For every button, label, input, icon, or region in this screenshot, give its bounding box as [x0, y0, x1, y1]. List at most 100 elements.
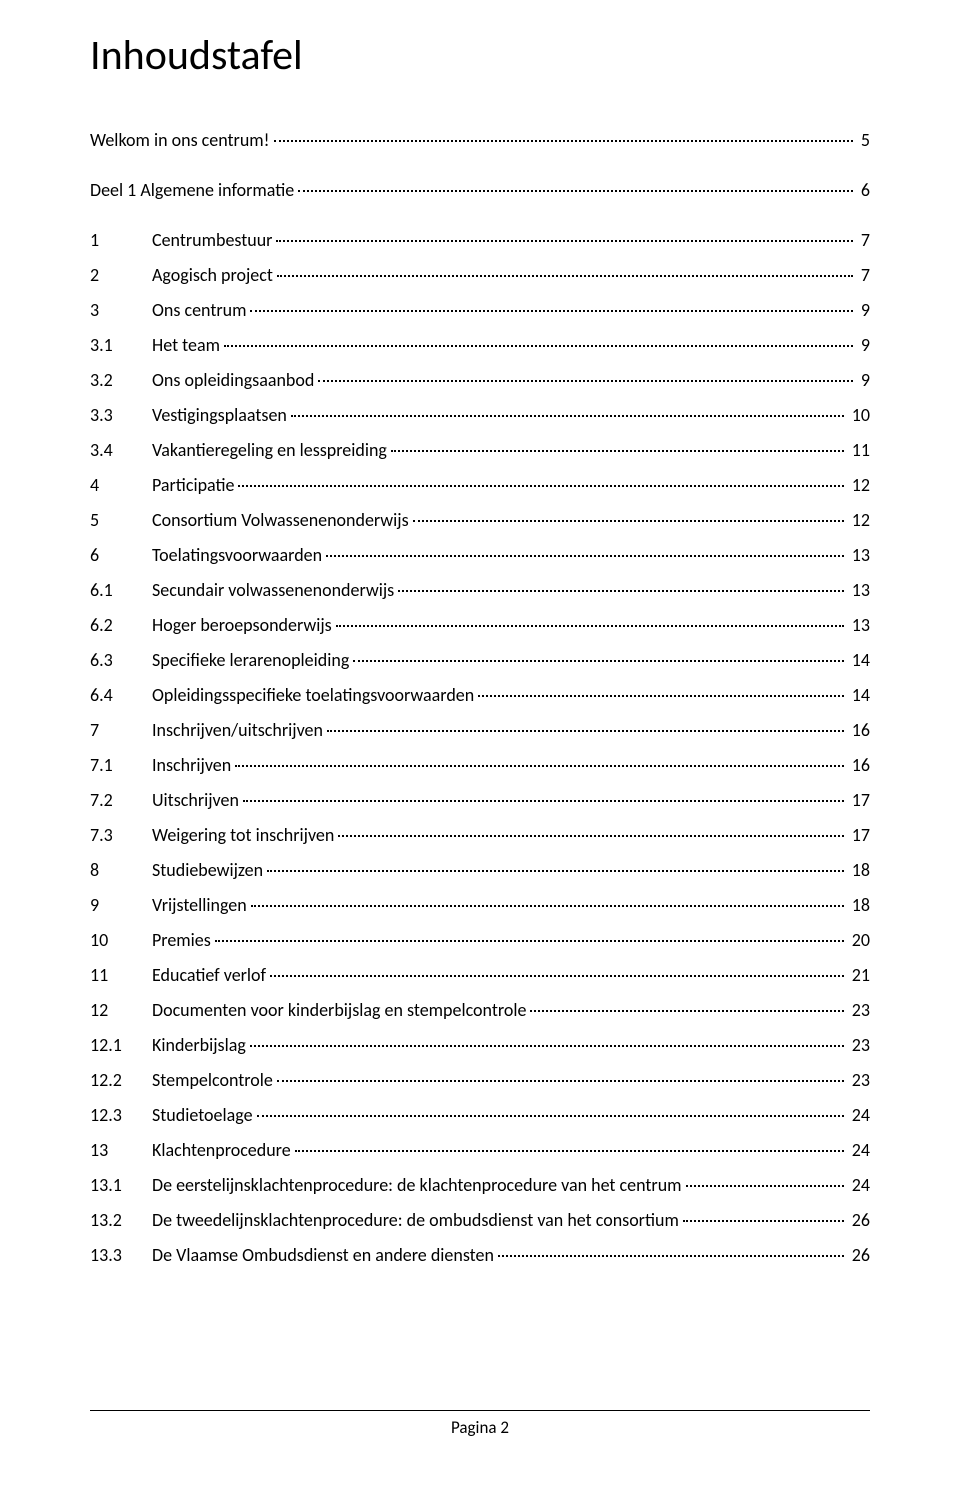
- toc-entry-number: 7: [90, 719, 152, 741]
- toc-entry-number: 13.3: [90, 1244, 152, 1266]
- toc-entry: 3Ons centrum9: [90, 299, 870, 321]
- toc-entry: 7.3Weigering tot inschrijven17: [90, 824, 870, 846]
- toc-entry-title: Uitschrijven: [152, 789, 239, 811]
- toc-entry-page: 14: [848, 684, 870, 706]
- toc-entry: 12Documenten voor kinderbijslag en stemp…: [90, 999, 870, 1021]
- toc-entry-title: Premies: [152, 929, 211, 951]
- toc-entry-page: 24: [848, 1139, 870, 1161]
- toc-leader-dots: [291, 415, 844, 417]
- toc-entry-title: Centrumbestuur: [152, 229, 272, 251]
- toc-entry-page: 12: [848, 509, 870, 531]
- toc-entry-number: 8: [90, 859, 152, 881]
- toc-entry-number: 13.1: [90, 1174, 152, 1196]
- toc-entry-page: 17: [848, 824, 870, 846]
- toc-entry-number: 5: [90, 509, 152, 531]
- toc-entry-number: 7.2: [90, 789, 152, 811]
- toc-entry-page: 16: [848, 754, 870, 776]
- toc-entry-page: 7: [857, 264, 870, 286]
- toc-entry-page: 14: [848, 649, 870, 671]
- toc-entry-title: Studietoelage: [152, 1104, 253, 1126]
- toc-entry: 4Participatie 12: [90, 474, 870, 496]
- toc-leader-dots: [398, 590, 844, 592]
- toc-entry-page: 9: [857, 334, 870, 356]
- toc-entry: 9Vrijstellingen18: [90, 894, 870, 916]
- toc-entry: 10Premies 20: [90, 929, 870, 951]
- toc-entry-number: 3.2: [90, 369, 152, 391]
- toc-entry-page: 20: [848, 929, 870, 951]
- toc-entry-title: Ons opleidingsaanbod: [152, 369, 314, 391]
- toc-entry-title: Deel 1 Algemene informatie: [90, 179, 294, 201]
- toc-entry-number: 3.3: [90, 404, 152, 426]
- toc-entry: 3.4Vakantieregeling en lesspreiding11: [90, 439, 870, 461]
- toc-numbered-entries: 1Centrumbestuur72Agogisch project73Ons c…: [90, 229, 870, 1266]
- toc-entry: 1Centrumbestuur 7: [90, 229, 870, 251]
- toc-entry-title: Het team: [152, 334, 220, 356]
- toc-entry-number: 10: [90, 929, 152, 951]
- toc-entry-number: 3: [90, 299, 152, 321]
- toc-front-matter: Welkom in ons centrum! 5 Deel 1 Algemene i…: [90, 129, 870, 201]
- toc-leader-dots: [683, 1220, 844, 1222]
- toc-entry-page: 26: [848, 1209, 870, 1231]
- toc-entry-page: 23: [848, 1069, 870, 1091]
- toc-leader-dots: [686, 1185, 844, 1187]
- toc-entry: 6Toelatingsvoorwaarden13: [90, 544, 870, 566]
- toc-entry-page: 7: [857, 229, 870, 251]
- toc-leader-dots: [251, 905, 844, 907]
- toc-entry-number: 13: [90, 1139, 152, 1161]
- toc-entry-page: 18: [848, 859, 870, 881]
- toc-leader-dots: [267, 870, 844, 872]
- toc-entry-number: 7.3: [90, 824, 152, 846]
- toc-leader-dots: [277, 275, 853, 277]
- footer-page-number: Pagina 2: [90, 1417, 870, 1438]
- toc-entry-page: 13: [848, 544, 870, 566]
- toc-leader-dots: [238, 485, 843, 487]
- toc-entry: 8Studiebewijzen 18: [90, 859, 870, 881]
- toc-entry-title: Welkom in ons centrum!: [90, 129, 270, 151]
- toc-entry: 6.2Hoger beroepsonderwijs13: [90, 614, 870, 636]
- toc-leader-dots: [498, 1255, 844, 1257]
- toc-entry-page: 12: [848, 474, 870, 496]
- toc-entry-page: 9: [857, 299, 870, 321]
- toc-front-entry: Deel 1 Algemene informatie6: [90, 179, 870, 201]
- toc-leader-dots: [235, 765, 844, 767]
- toc-entry-number: 11: [90, 964, 152, 986]
- toc-entry-number: 3.4: [90, 439, 152, 461]
- toc-leader-dots: [224, 345, 853, 347]
- toc-entry-title: Documenten voor kinderbijslag en stempel…: [152, 999, 526, 1021]
- toc-entry-number: 12.2: [90, 1069, 152, 1091]
- toc-leader-dots: [257, 1115, 844, 1117]
- toc-entry-number: 1: [90, 229, 152, 251]
- toc-entry-title: Agogisch project: [152, 264, 273, 286]
- footer-rule: [90, 1410, 870, 1411]
- toc-leader-dots: [391, 450, 844, 452]
- toc-entry-page: 21: [848, 964, 870, 986]
- toc-leader-dots: [353, 660, 843, 662]
- toc-leader-dots: [327, 730, 844, 732]
- toc-entry: 12.2Stempelcontrole 23: [90, 1069, 870, 1091]
- toc-leader-dots: [295, 1150, 844, 1152]
- toc-entry-title: Stempelcontrole: [152, 1069, 273, 1091]
- toc-entry-number: 6: [90, 544, 152, 566]
- toc-entry-page: 13: [848, 614, 870, 636]
- toc-entry-page: 9: [857, 369, 870, 391]
- page-content: Inhoudstafel Welkom in ons centrum! 5 Deel…: [0, 0, 960, 1266]
- toc-entry: 7.2Uitschrijven 17: [90, 789, 870, 811]
- toc-entry-number: 4: [90, 474, 152, 496]
- toc-entry: 6.1Secundair volwassenenonderwijs13: [90, 579, 870, 601]
- toc-entry-title: Participatie: [152, 474, 234, 496]
- toc-entry: 2Agogisch project7: [90, 264, 870, 286]
- toc-entry-page: 17: [848, 789, 870, 811]
- toc-entry-title: Vestigingsplaatsen: [152, 404, 287, 426]
- page-title: Inhoudstafel: [90, 30, 870, 81]
- toc-entry-title: Inschrijven: [152, 754, 231, 776]
- toc-entry-title: Studiebewijzen: [152, 859, 263, 881]
- toc-entry-page: 13: [848, 579, 870, 601]
- toc-entry-title: Specifieke lerarenopleiding: [152, 649, 349, 671]
- toc-leader-dots: [274, 140, 853, 142]
- toc-entry-page: 5: [857, 129, 870, 151]
- toc-leader-dots: [318, 380, 853, 382]
- toc-entry: 11Educatief verlof21: [90, 964, 870, 986]
- toc-entry: 5Consortium Volwassenenonderwijs 12: [90, 509, 870, 531]
- toc-leader-dots: [270, 975, 844, 977]
- toc-entry-title: Consortium Volwassenenonderwijs: [152, 509, 409, 531]
